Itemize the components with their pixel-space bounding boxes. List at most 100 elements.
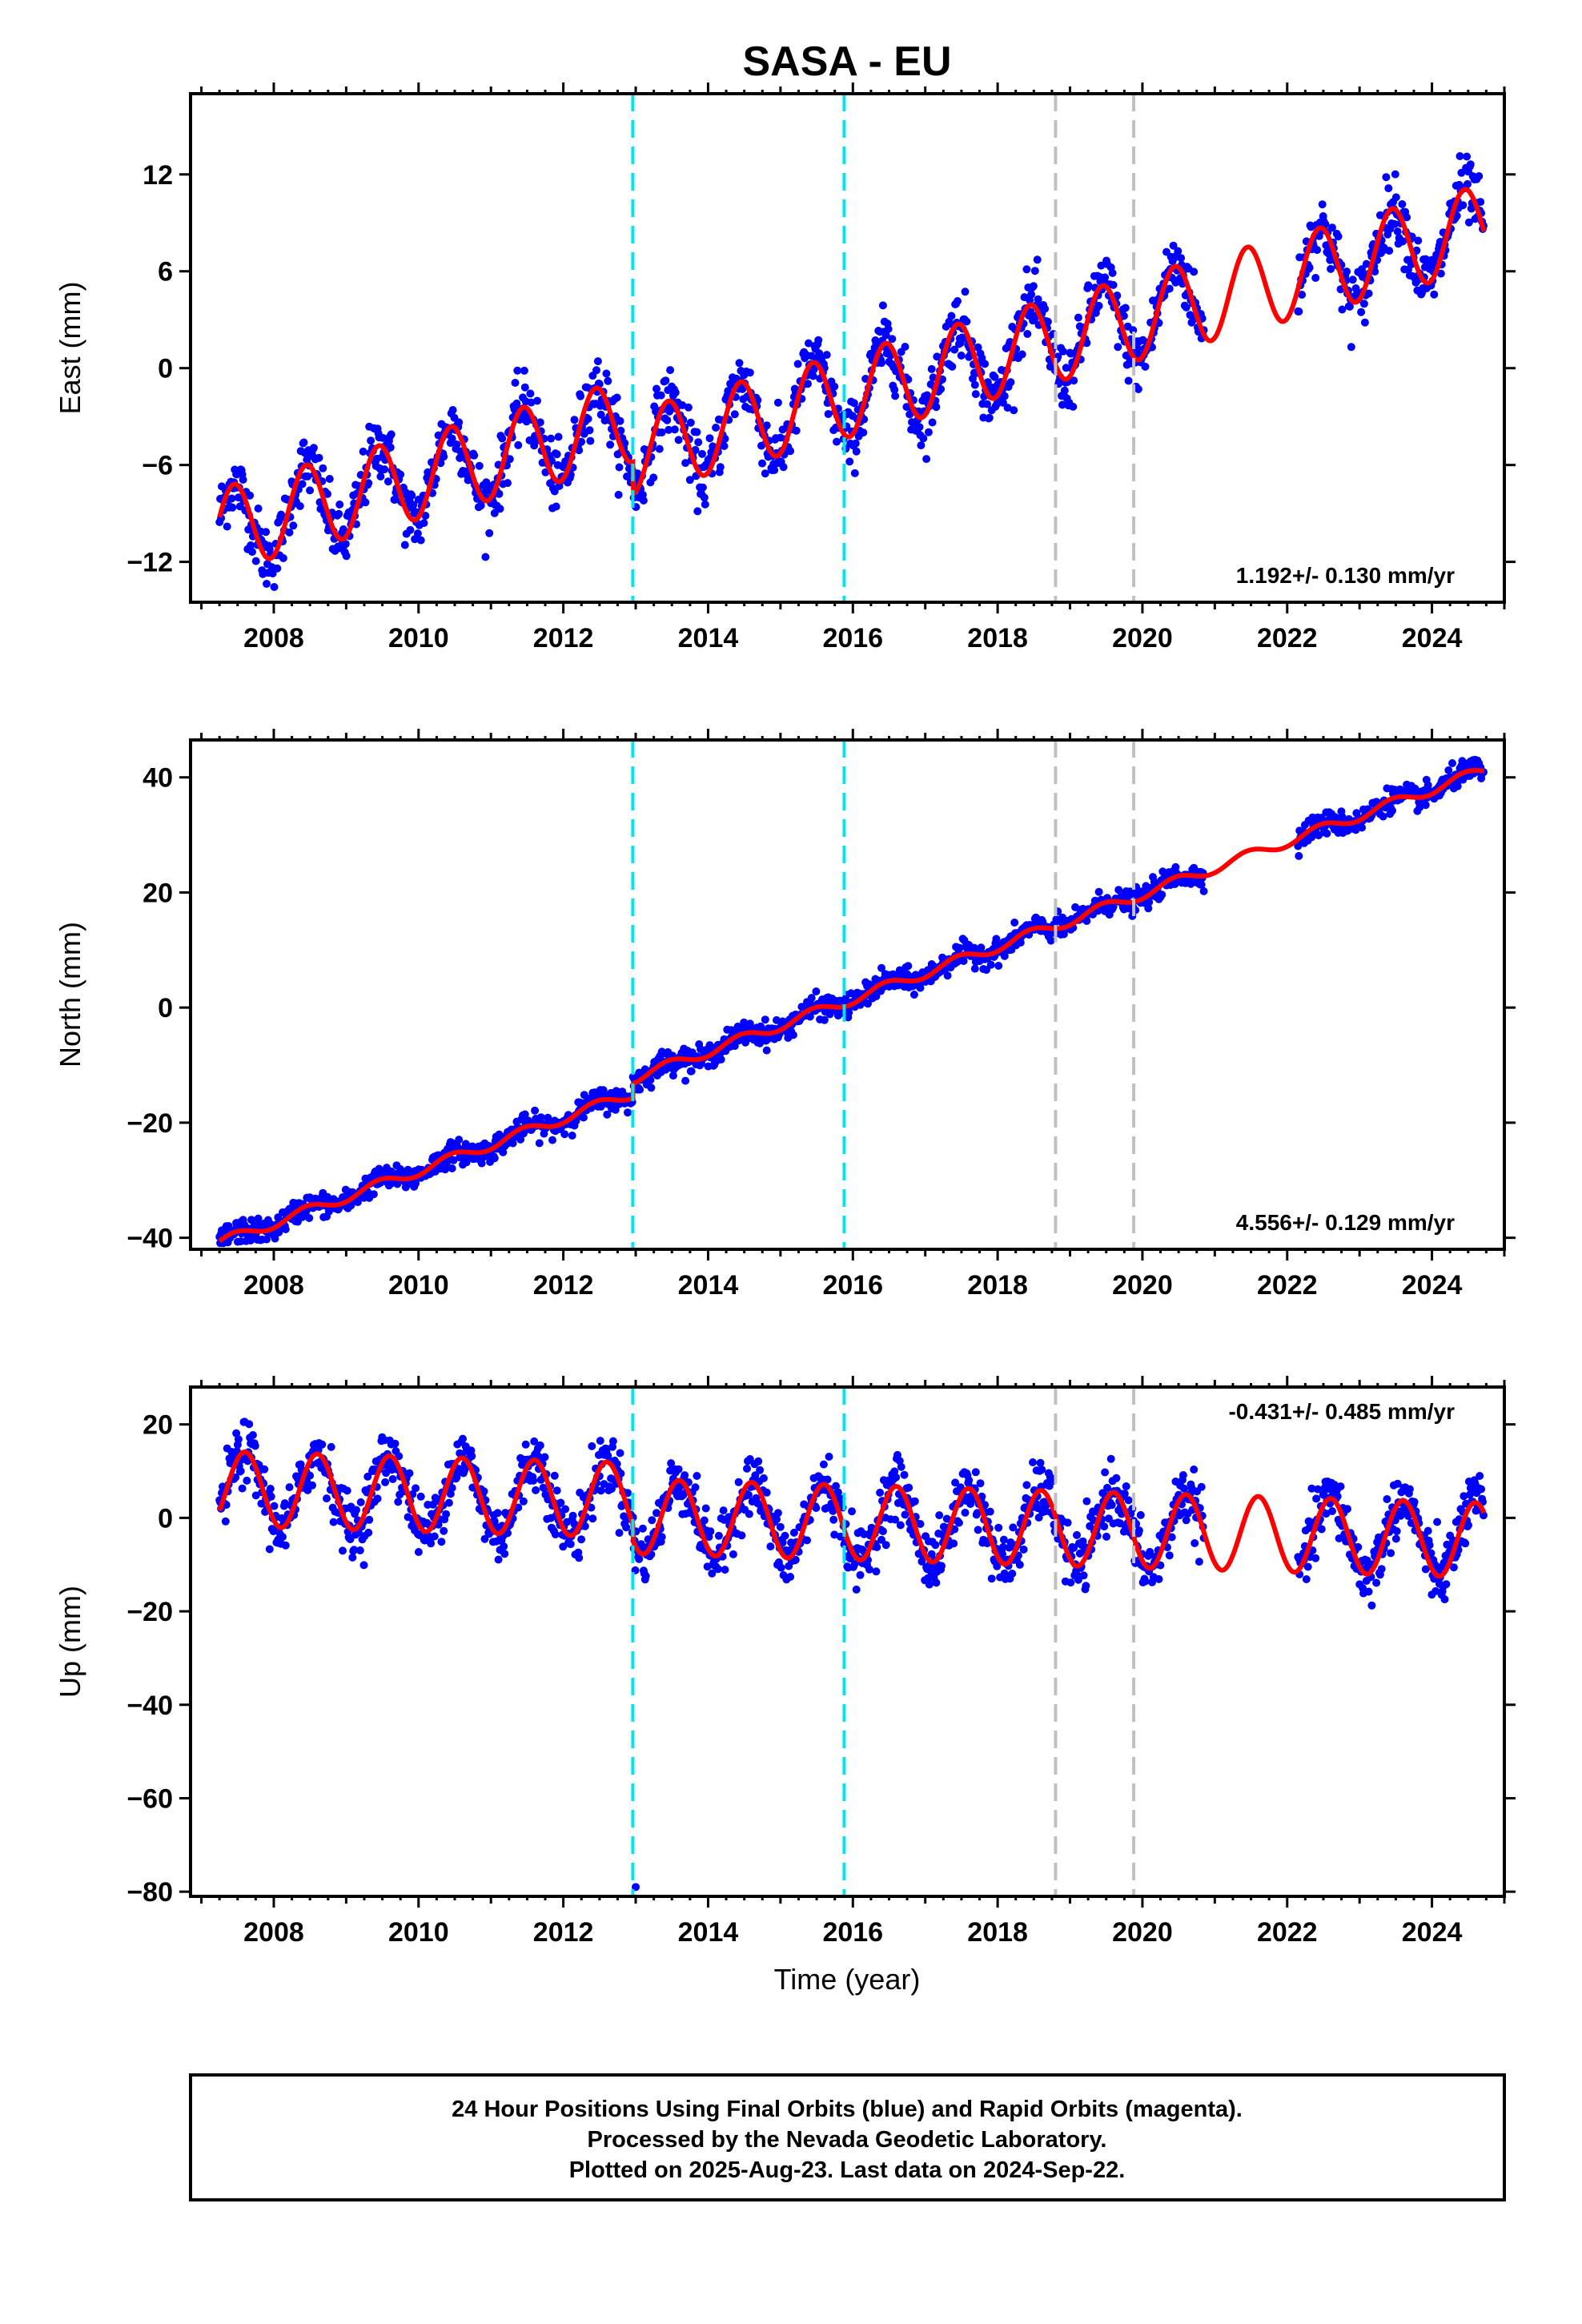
data-point [970,943,978,952]
data-point [791,1555,800,1564]
data-point [1179,1484,1188,1493]
data-point [698,449,706,458]
data-point [822,351,831,360]
data-point [1027,290,1036,299]
data-point [974,1526,982,1534]
data-point [983,378,992,387]
data-point [576,392,585,400]
data-point [606,440,615,449]
data-point [477,1159,486,1168]
data-point [665,425,673,434]
data-point [325,475,334,483]
data-point [279,1533,287,1542]
data-point [901,1510,909,1519]
data-point [387,430,396,439]
data-point [299,438,308,447]
data-point [1141,1577,1150,1586]
data-point [394,1498,403,1506]
data-point [917,441,926,450]
data-point [716,463,725,472]
data-point [708,1569,717,1578]
data-point [319,464,327,472]
data-point [1388,806,1396,815]
data-point [1008,1570,1017,1578]
model-curve [217,187,1487,561]
data-point [412,1484,420,1493]
data-point [922,455,931,464]
data-point [416,536,425,545]
data-point [373,1494,382,1503]
data-point [678,401,687,409]
data-point [987,1574,996,1583]
data-point [624,1108,632,1117]
data-point [388,1475,397,1483]
data-point [1036,1458,1045,1467]
data-point [693,428,701,436]
data-point [603,1110,612,1119]
data-point [639,497,648,505]
data-point [1387,1549,1395,1558]
footer-line-2: Processed by the Nevada Geodetic Laborat… [588,2127,1107,2153]
data-point [909,991,918,999]
outlier-point [632,1883,640,1892]
data-point [1078,1537,1087,1546]
data-point [512,399,521,408]
data-point [872,992,881,1001]
data-point [504,479,512,488]
data-point [365,1515,374,1524]
y-tick-label: 0 [158,993,173,1023]
x-tick-label: 2010 [388,1270,449,1301]
data-point [420,519,428,528]
data-point [759,1474,768,1482]
data-point [830,1530,839,1539]
data-point [1124,1496,1133,1505]
data-point [448,1484,456,1492]
data-point [663,416,672,424]
data-point [579,1113,588,1122]
data-point [888,335,897,344]
data-point [1199,887,1208,895]
data-point [248,548,256,557]
data-point [849,399,858,408]
data-point [1398,200,1407,208]
data-point [623,472,631,480]
data-point [396,470,405,479]
data-point [714,1531,723,1540]
data-point [363,1472,372,1481]
data-point [994,1523,1003,1532]
plot-area [215,152,1488,591]
data-point [616,1449,624,1458]
data-point [700,1516,709,1525]
up-panel: 2008 2010 2012 2014 2016 2018 2020 2022 2024−80−… [54,1376,1516,1948]
data-point [616,416,624,425]
model-curve [217,1449,1487,1579]
data-point [443,1159,451,1167]
data-point [1171,862,1180,871]
data-point [648,1516,656,1525]
data-point [441,1165,450,1174]
data-point [1334,232,1343,241]
data-point [758,459,766,468]
y-axis-label: North (mm) [54,922,86,1068]
data-point [1362,259,1371,268]
data-point [228,503,237,512]
data-point [306,1471,315,1480]
data-point [1311,274,1320,282]
data-point [1318,200,1327,209]
data-point [468,1452,476,1461]
data-point [346,1535,355,1544]
x-tick-label: 2022 [1257,1270,1318,1301]
x-tick-label: 2012 [533,1917,594,1948]
data-point [971,1468,980,1477]
data-point [279,554,287,562]
data-point [612,393,621,402]
x-tick-label: 2016 [822,1270,883,1301]
data-point [1058,400,1066,409]
data-point [260,1465,269,1474]
data-point [380,465,389,474]
data-point [348,1553,357,1562]
data-point [364,1528,373,1537]
data-point [1358,265,1367,274]
data-point [978,354,986,362]
data-point [691,445,700,454]
